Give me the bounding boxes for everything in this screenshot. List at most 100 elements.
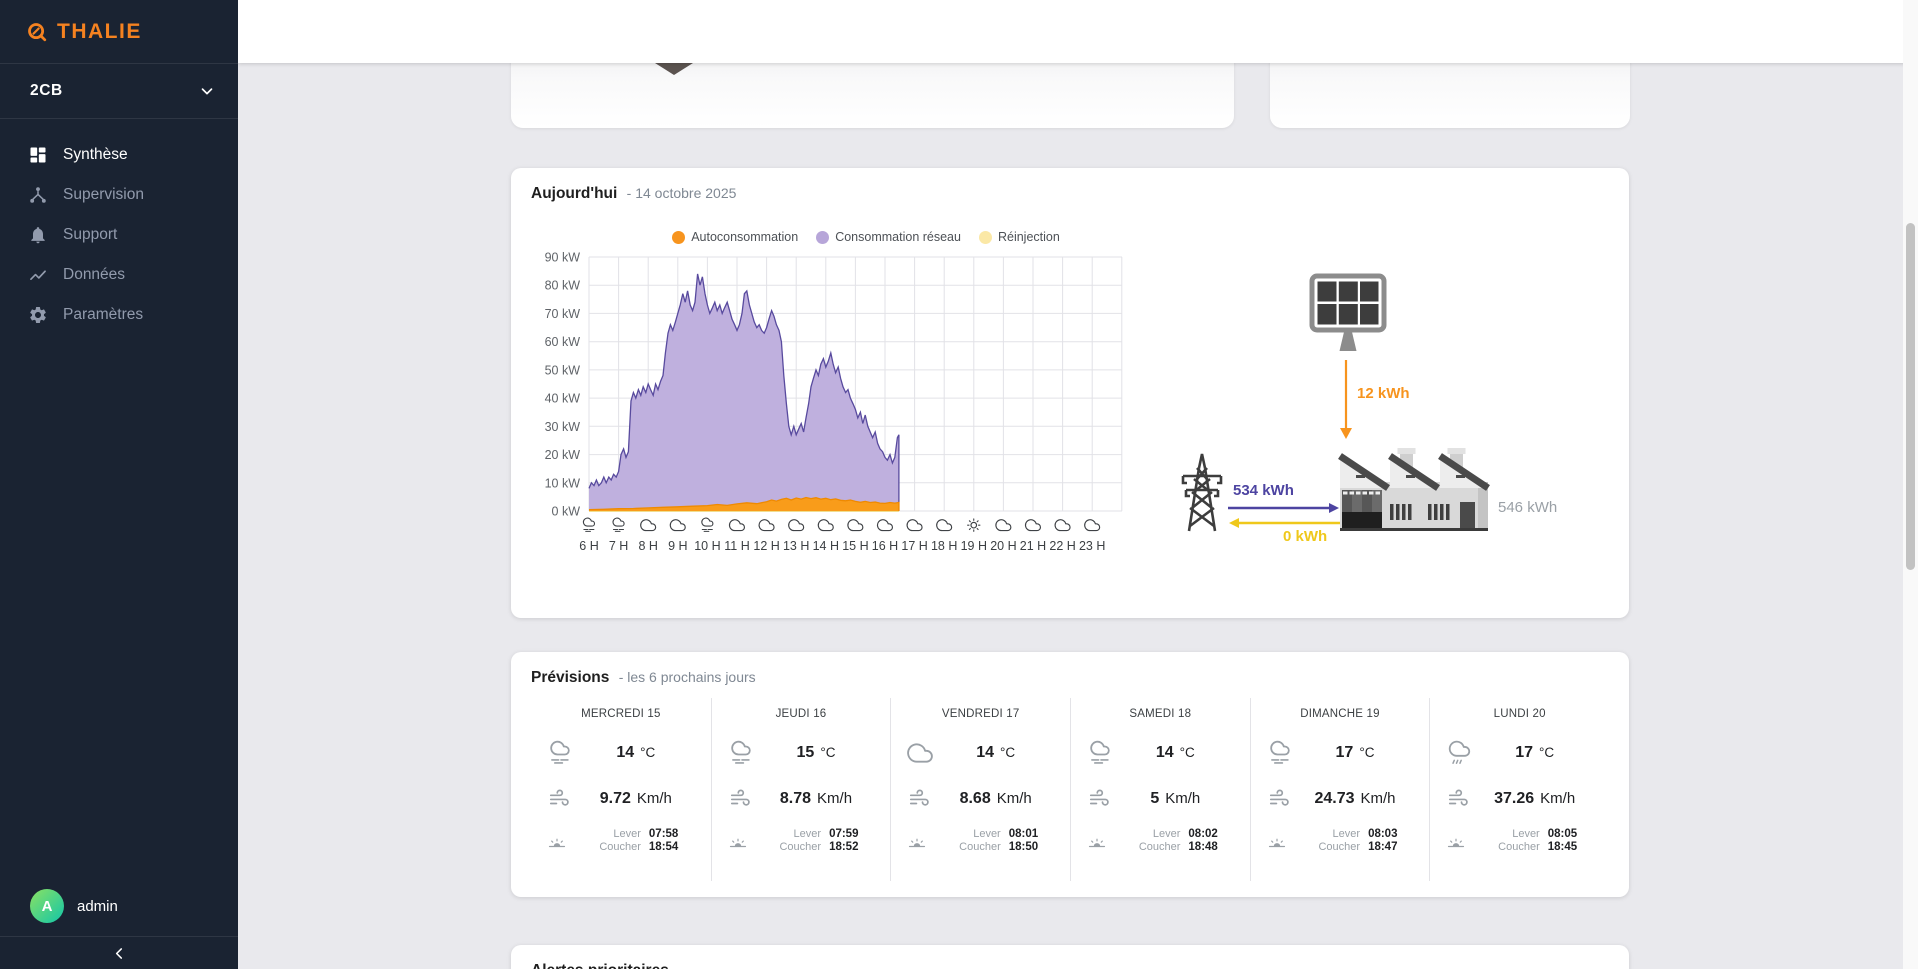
forecast-temp-unit: °C (640, 745, 656, 760)
forecast-card-title: Prévisions (531, 669, 610, 686)
svg-text:13 H: 13 H (783, 539, 809, 553)
today-card: Aujourd'hui - 14 octobre 2025 Autoconsom… (511, 168, 1629, 618)
svg-text:60 kW: 60 kW (545, 335, 581, 349)
forecast-days-grid: MERCREDI 15 14 °C 9.72 Km/h Lever 07:58 Coucher… (531, 698, 1609, 881)
sunrise-label: Lever (613, 828, 641, 840)
grid-import-arrow-icon (1228, 501, 1340, 519)
forecast-wind-value: 37.26 (1494, 790, 1535, 807)
user-name: admin (77, 897, 118, 915)
fog-icon (1267, 740, 1293, 766)
chart-legend: Autoconsommation Consommation réseau Réinj… (606, 230, 1126, 244)
solar-production-value: 12 kWh (1357, 385, 1410, 402)
svg-text:70 kW: 70 kW (545, 307, 581, 321)
forecast-day-name: JEUDI 16 (775, 708, 827, 720)
svg-text:7 H: 7 H (609, 539, 628, 553)
svg-text:12 H: 12 H (753, 539, 779, 553)
forecast-wind-row: 5 Km/h (1071, 786, 1250, 812)
svg-text:10 kW: 10 kW (545, 476, 581, 490)
sunrise-time: 07:59 (829, 828, 859, 840)
svg-text:30 kW: 30 kW (545, 420, 581, 434)
forecast-sun-row: Lever 08:02 Coucher 18:48 (1071, 828, 1250, 853)
forecast-sun-row: Lever 08:03 Coucher 18:47 (1251, 828, 1430, 853)
site-selector-label: 2CB (30, 82, 63, 99)
svg-text:14 H: 14 H (813, 539, 839, 553)
sidebar-item-label: Synthèse (63, 146, 128, 163)
sunset-time: 18:50 (1008, 841, 1039, 853)
sunset-label: Coucher (959, 841, 1001, 853)
forecast-wind-unit: Km/h (1540, 790, 1576, 807)
svg-text:18 H: 18 H (931, 539, 957, 553)
forecast-day-column: SAMEDI 18 14 °C 5 Km/h Lever 08:02 Coucher 18:48 (1070, 698, 1250, 881)
forecast-sun-row: Lever 08:01 Coucher 18:50 (891, 828, 1070, 853)
cloud-icon (907, 740, 934, 766)
sunset-label: Coucher (1498, 841, 1540, 853)
svg-text:6 H: 6 H (579, 539, 598, 553)
chevron-left-icon (111, 945, 128, 962)
forecast-temp-row: 17 °C (1251, 740, 1430, 766)
wind-icon (728, 786, 754, 812)
forecast-wind-unit: Km/h (1165, 790, 1201, 807)
today-consumption-chart: 0 kW 10 kW 20 kW 30 kW 40 kW 50 kW 60 kW 70 kW 8… (517, 241, 1147, 571)
user-menu[interactable]: A admin (0, 879, 238, 933)
sidebar-item-synthese[interactable]: Synthèse (0, 135, 238, 175)
thalie-logo-icon (26, 21, 48, 43)
sidebar-item-support[interactable]: Support (0, 215, 238, 255)
forecast-day-column: MERCREDI 15 14 °C 9.72 Km/h Lever 07:58 Coucher… (531, 698, 711, 881)
svg-text:11 H: 11 H (724, 539, 749, 553)
forecast-wind-unit: Km/h (636, 790, 672, 807)
svg-text:0 kW: 0 kW (552, 505, 581, 519)
forecast-temp-value: 15 (796, 744, 815, 761)
grid-import-value: 534 kWh (1233, 482, 1294, 499)
sunrise-label: Lever (793, 828, 822, 840)
forecast-temp-row: 15 °C (712, 740, 891, 766)
forecast-wind-row: 37.26 Km/h (1430, 786, 1609, 812)
svg-text:16 H: 16 H (872, 539, 898, 553)
sidebar-item-parametres[interactable]: Paramètres (0, 295, 238, 335)
wind-icon (547, 786, 573, 812)
forecast-temp-value: 14 (976, 744, 994, 761)
sidebar-item-supervision[interactable]: Supervision (0, 175, 238, 215)
scrollbar-track (1903, 0, 1918, 969)
chevron-down-icon (198, 82, 216, 100)
forecast-day-name: MERCREDI 15 (581, 708, 661, 720)
alerts-card-title: Alertes prioritaires (531, 962, 669, 969)
svg-text:22 H: 22 H (1049, 539, 1075, 553)
gear-icon (28, 305, 48, 325)
sidebar-item-label: Supervision (63, 186, 144, 203)
fog-icon (547, 740, 573, 766)
forecast-temp-row: 14 °C (531, 740, 711, 766)
sunrise-time: 08:01 (1008, 828, 1039, 840)
legend-item[interactable]: Consommation réseau (816, 230, 961, 244)
forecast-wind-row: 24.73 Km/h (1251, 786, 1430, 812)
legend-item[interactable]: Autoconsommation (672, 230, 798, 244)
svg-text:40 kW: 40 kW (545, 392, 581, 406)
sunset-label: Coucher (1318, 841, 1361, 853)
sunset-time: 18:45 (1547, 841, 1578, 853)
sunset-label: Coucher (1138, 841, 1181, 853)
forecast-wind-row: 8.68 Km/h (891, 786, 1070, 812)
today-card-header: Aujourd'hui - 14 octobre 2025 (511, 168, 1629, 203)
forecast-sun-row: Lever 07:58 Coucher 18:54 (531, 828, 711, 853)
today-card-date: - 14 octobre 2025 (626, 185, 737, 201)
svg-text:23 H: 23 H (1079, 539, 1105, 553)
sunset-time: 18:48 (1188, 841, 1218, 853)
site-selector[interactable]: 2CB (0, 64, 238, 119)
forecast-day-column: JEUDI 16 15 °C 8.78 Km/h Lever 07:59 Coucher 18:… (710, 698, 891, 881)
forecast-card: Prévisions - les 6 prochains jours MERCR… (511, 652, 1629, 897)
legend-item[interactable]: Réinjection (978, 230, 1060, 244)
forecast-sun-row: Lever 07:59 Coucher 18:52 (712, 828, 891, 853)
svg-text:90 kW: 90 kW (545, 251, 581, 265)
sidebar-collapse-button[interactable] (0, 936, 238, 969)
app-logo[interactable]: THALIE (0, 0, 238, 64)
grid-export-arrow-icon (1228, 516, 1340, 534)
forecast-temp-unit: °C (1359, 745, 1375, 760)
wind-icon (1087, 786, 1113, 812)
sidebar-item-donnees[interactable]: Données (0, 255, 238, 295)
sidebar-item-label: Paramètres (63, 306, 144, 323)
today-card-title: Aujourd'hui (531, 185, 618, 202)
forecast-wind-value: 24.73 (1314, 790, 1355, 807)
scrollbar-thumb[interactable] (1906, 223, 1915, 570)
sunset-label: Coucher (599, 841, 641, 853)
forecast-day-name: VENDREDI 17 (941, 708, 1020, 720)
sidebar: THALIE 2CB Synthèse Supervision Support Don… (0, 0, 238, 969)
